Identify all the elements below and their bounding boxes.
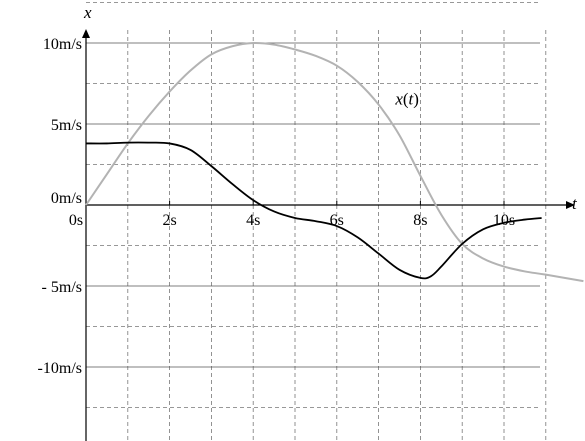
y-tick-label: -10m/s bbox=[38, 360, 82, 377]
series-line-black bbox=[85, 141, 542, 280]
x-tick-label: 8s bbox=[413, 212, 427, 229]
series-line-x-t bbox=[85, 41, 584, 283]
axes bbox=[82, 29, 575, 441]
y-tick-label: 5m/s bbox=[51, 117, 82, 134]
y-axis-label: x bbox=[83, 3, 92, 22]
y-tick-label: - 5m/s bbox=[42, 279, 82, 296]
x-tick-label: 2s bbox=[162, 212, 176, 229]
y-tick-label: 0m/s bbox=[51, 190, 82, 207]
x-tick-label: 0s bbox=[69, 212, 83, 229]
y-axis-arrow bbox=[82, 29, 90, 38]
y-tick-label: 10m/s bbox=[43, 36, 82, 53]
series-layer bbox=[85, 41, 584, 283]
annotations: x(t) bbox=[394, 90, 419, 109]
grid bbox=[86, 2, 547, 441]
annotation-label: x(t) bbox=[394, 90, 419, 109]
x-axis-label: t bbox=[572, 194, 578, 213]
x-axis-arrow bbox=[566, 201, 575, 209]
x-tick-label: 4s bbox=[246, 212, 260, 229]
